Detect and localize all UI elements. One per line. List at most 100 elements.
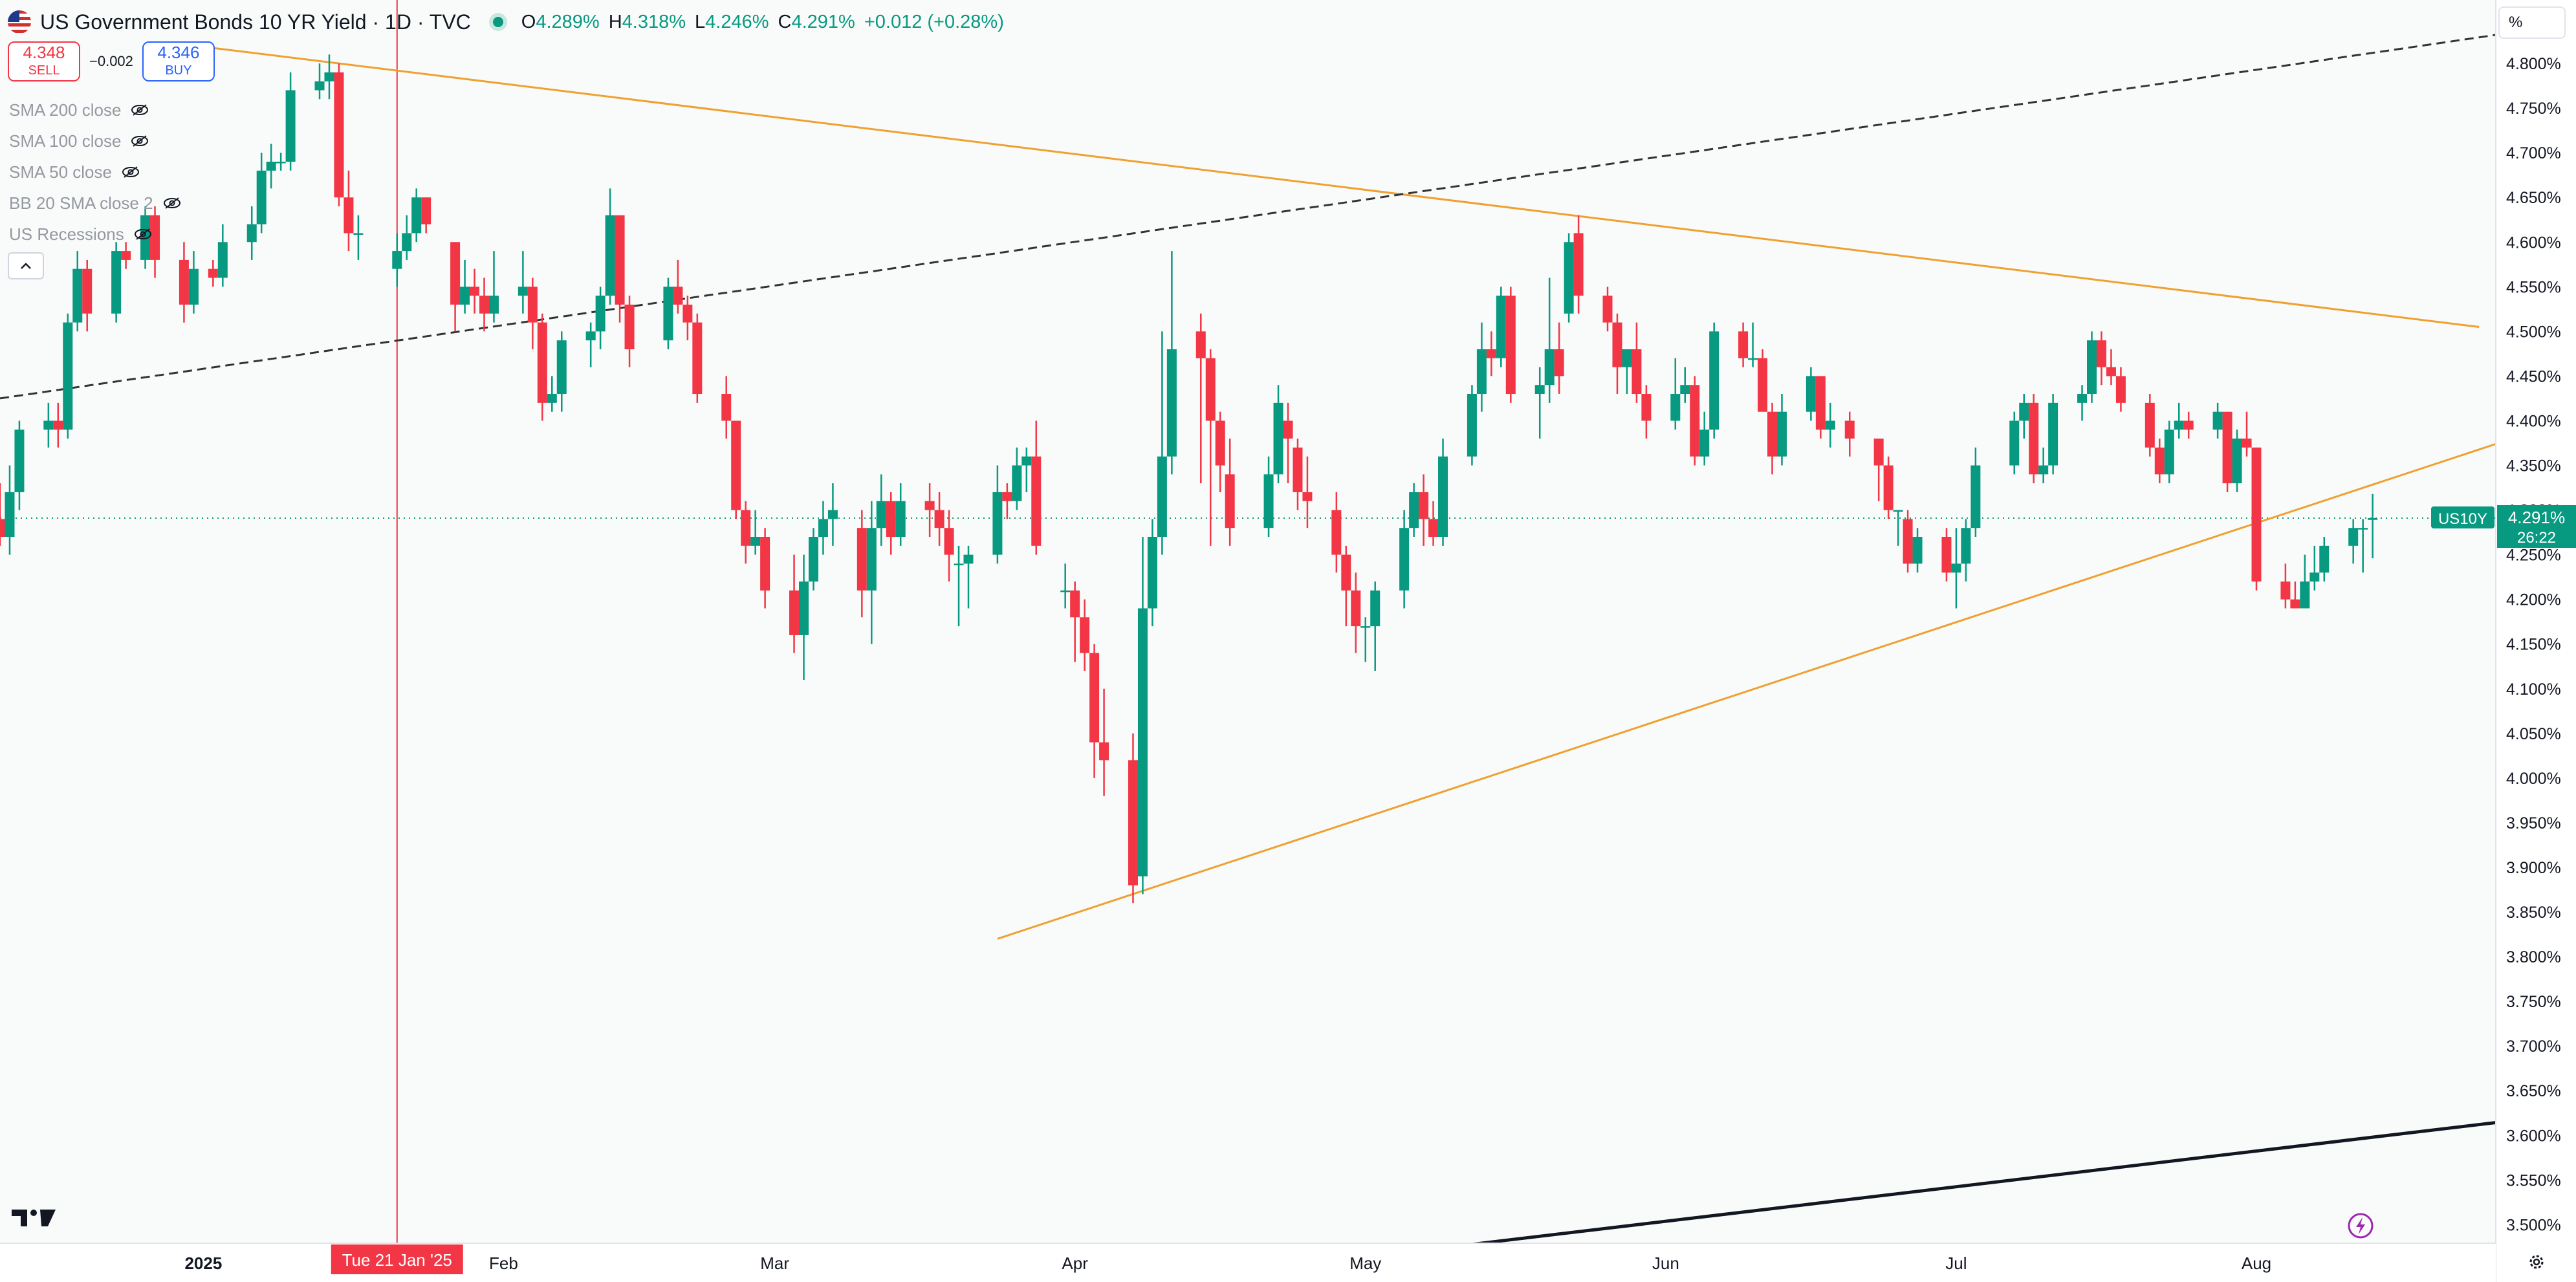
candle-body <box>1612 322 1622 367</box>
candle <box>479 277 489 332</box>
candle-body <box>1554 349 1564 376</box>
candle-body <box>1031 456 1042 546</box>
candle <box>72 251 83 332</box>
market-status-icon[interactable] <box>492 17 503 27</box>
candle <box>2368 494 2378 559</box>
candle-body <box>1903 519 1913 564</box>
candle-body <box>140 215 151 260</box>
candle-body <box>2300 581 2310 609</box>
candle-body <box>1564 242 1574 314</box>
candle <box>741 501 751 564</box>
candle-body <box>2077 394 2088 403</box>
candle <box>731 420 741 519</box>
x-tick-label: Apr <box>1062 1254 1088 1273</box>
indicator-us-recessions[interactable]: US Recessions <box>9 219 182 250</box>
candle <box>2251 447 2262 591</box>
candle-body <box>944 528 954 555</box>
candle <box>1157 331 1167 555</box>
candle <box>1467 385 1477 466</box>
sell-button[interactable]: 4.348 SELL <box>8 41 80 81</box>
candle <box>1690 376 1700 466</box>
candle-body <box>682 304 693 323</box>
candle-body <box>1438 456 1448 538</box>
indicator-sma200[interactable]: SMA 200 close <box>9 94 182 125</box>
countdown-value: 26:22 <box>2517 529 2556 547</box>
candle <box>1089 644 1100 778</box>
candle <box>1099 688 1109 796</box>
us-flag-icon <box>8 10 31 34</box>
candle-body <box>5 492 15 538</box>
candle <box>179 242 189 323</box>
candle-body <box>2154 447 2165 475</box>
y-tick-label: 3.800% <box>2506 948 2561 966</box>
candle-body <box>488 296 499 314</box>
x-tick-label: Jun <box>1652 1254 1679 1273</box>
candle <box>1476 322 1487 412</box>
candle <box>266 144 276 189</box>
candle <box>1776 394 1787 466</box>
indicator-sma50[interactable]: SMA 50 close <box>9 157 182 188</box>
candle <box>1825 402 1835 448</box>
candle <box>1670 358 1681 430</box>
candle <box>14 420 25 510</box>
candle-body <box>1428 519 1439 538</box>
lightning-icon[interactable] <box>2347 1212 2374 1239</box>
candle-body <box>1263 474 1274 528</box>
hidden-eye-icon[interactable] <box>130 134 149 148</box>
candle-body <box>2242 439 2252 448</box>
y-tick-label: 3.600% <box>2506 1127 2561 1145</box>
collapse-legend-button[interactable] <box>8 252 44 279</box>
candle-body <box>2183 420 2194 430</box>
candle <box>721 376 732 439</box>
y-tick-label: 4.050% <box>2506 725 2561 743</box>
candle <box>2096 331 2106 386</box>
crosshair-date-text: Tue 21 Jan '25 <box>342 1250 452 1270</box>
indicator-sma100[interactable]: SMA 100 close <box>9 125 182 157</box>
candle <box>1399 510 1410 609</box>
candle <box>518 251 528 314</box>
candle-body <box>1941 537 1952 573</box>
gear-icon[interactable] <box>2527 1252 2546 1272</box>
symbol-header: US Government Bonds 10 YR Yield · 1D · T… <box>8 6 1004 38</box>
sell-label: SELL <box>28 63 60 78</box>
candle-body <box>1844 420 1855 439</box>
hidden-eye-icon[interactable] <box>121 165 140 179</box>
ohlc-high-key: H <box>608 11 622 32</box>
candle-body <box>1302 492 1313 501</box>
candle <box>1534 367 1545 439</box>
candle <box>2038 447 2049 484</box>
candle-body <box>1293 447 1303 492</box>
candle <box>1622 349 1632 395</box>
candle <box>1505 287 1516 403</box>
candle-body <box>2358 528 2368 530</box>
candle <box>2358 519 2368 573</box>
tradingview-logo-icon[interactable] <box>12 1206 56 1229</box>
hidden-eye-icon[interactable] <box>162 196 182 210</box>
candle <box>2232 429 2242 492</box>
candle-body <box>1573 233 1584 296</box>
candle-body <box>324 72 334 81</box>
hidden-eye-icon[interactable] <box>130 103 149 117</box>
candle <box>1758 349 1768 412</box>
ohlc-close-key: C <box>778 11 792 32</box>
y-tick-label: 4.750% <box>2506 100 2561 118</box>
candle-body <box>1496 296 1506 358</box>
candle-body <box>1544 349 1555 386</box>
unit-selector[interactable]: % <box>2498 6 2566 39</box>
spread-value: −0.002 <box>89 53 133 69</box>
candle-body <box>1137 608 1148 876</box>
indicator-bb20[interactable]: BB 20 SMA close 2 <box>9 188 182 219</box>
candle-body <box>1961 528 1971 564</box>
buy-button[interactable]: 4.346 BUY <box>142 41 215 81</box>
candle-body <box>934 510 944 528</box>
candle <box>2183 411 2194 439</box>
candle-body <box>2164 429 2174 475</box>
candle-body <box>2309 572 2320 582</box>
candle-body <box>799 581 809 635</box>
hidden-eye-icon[interactable] <box>133 227 153 241</box>
candle-body <box>72 268 83 323</box>
candle-body <box>1099 742 1109 761</box>
symbol-title[interactable]: US Government Bonds 10 YR Yield · 1D · T… <box>40 10 471 34</box>
candle <box>1195 313 1206 484</box>
